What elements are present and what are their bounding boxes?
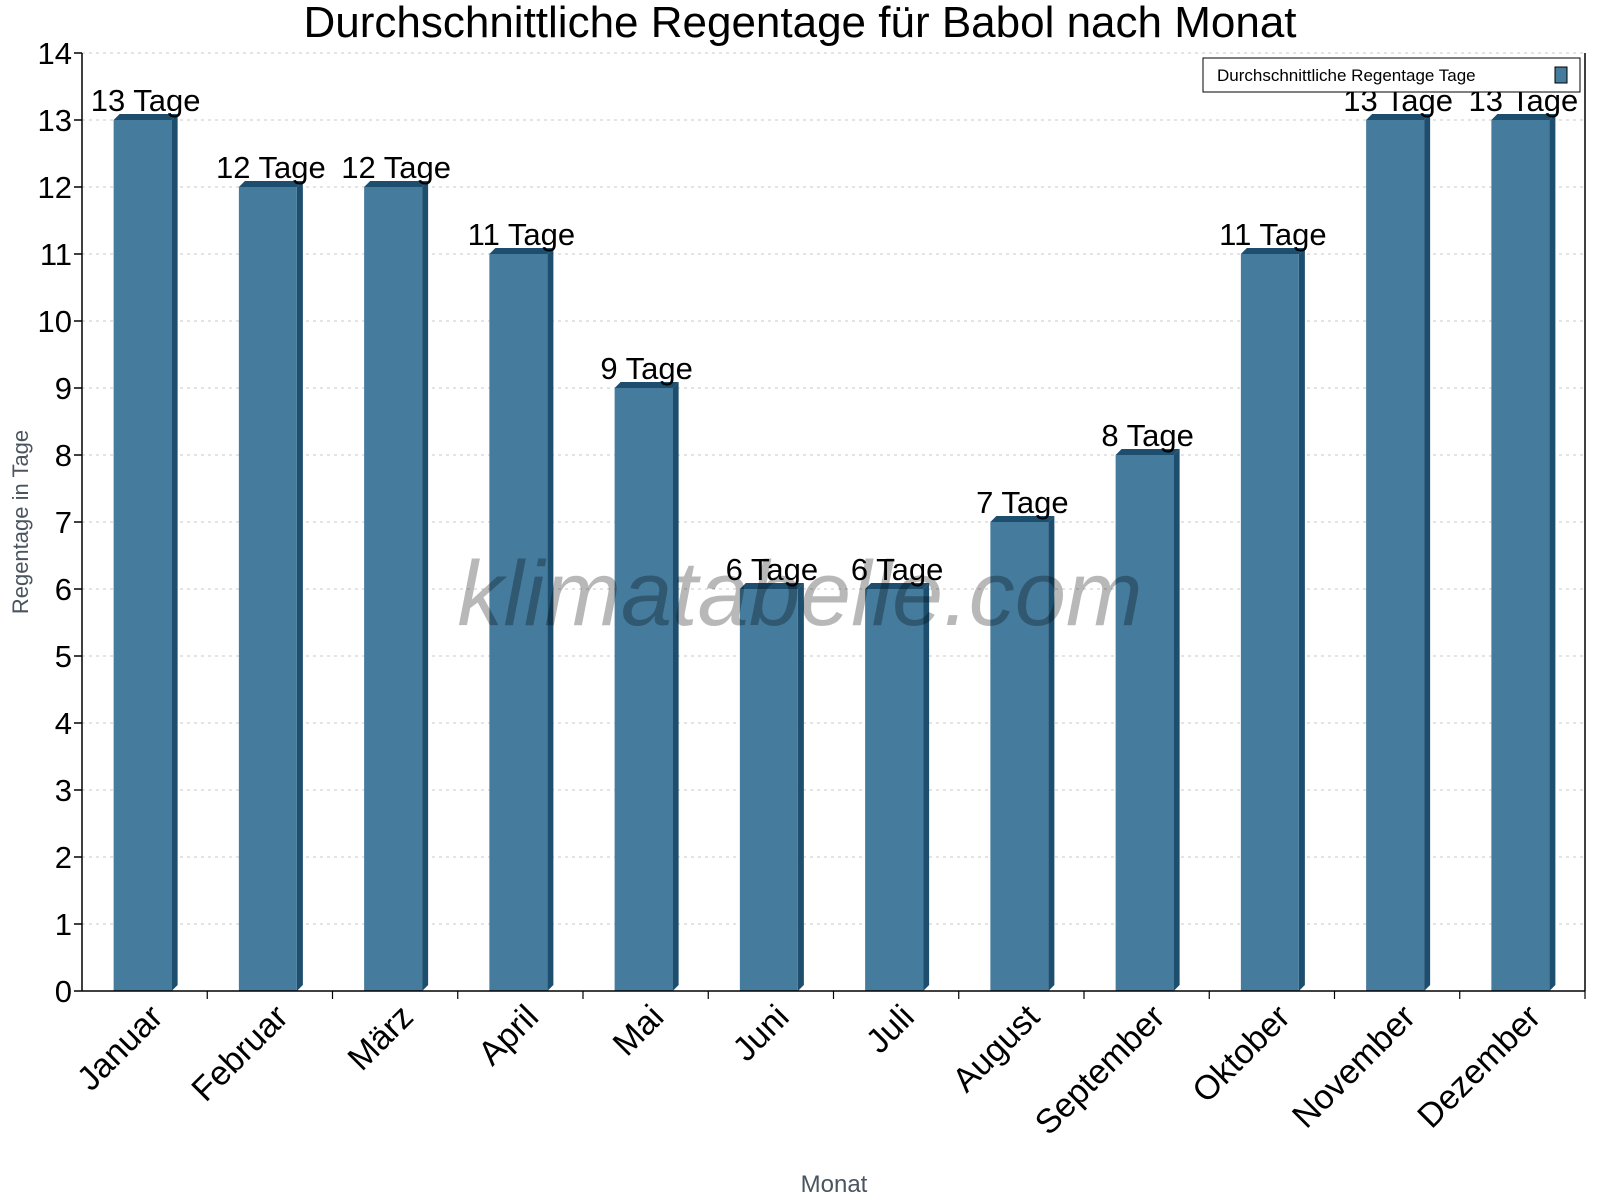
bar-top	[238, 181, 303, 187]
bar-top	[865, 583, 930, 589]
x-axis-label: Monat	[801, 1171, 868, 1198]
data-label: 11 Tage	[468, 217, 575, 252]
data-label: 8 Tage	[1101, 418, 1194, 453]
x-tick-label: Oktober	[1185, 998, 1297, 1110]
bar	[1366, 120, 1425, 991]
data-label: 13 Tage	[91, 83, 201, 118]
x-tick-label: Dezember	[1410, 998, 1548, 1136]
x-tick-label: Juni	[726, 998, 797, 1069]
bar-top	[1115, 449, 1180, 455]
y-tick-label: 9	[55, 371, 72, 406]
y-tick-label: 14	[38, 36, 72, 71]
bar-top	[614, 382, 679, 388]
y-tick-label: 0	[55, 974, 72, 1009]
y-tick-label: 5	[55, 639, 72, 674]
bar-top	[364, 181, 429, 187]
x-tick-label: November	[1285, 998, 1423, 1136]
bar-top	[1240, 248, 1305, 254]
bar-side	[171, 114, 178, 991]
bar-side	[296, 181, 303, 991]
x-tick-label: Juli	[859, 998, 922, 1061]
bar-top	[489, 248, 554, 254]
bar	[489, 254, 548, 991]
bar-top	[1366, 114, 1431, 120]
bar-top	[990, 516, 1055, 522]
legend-label: Durchschnittliche Regentage Tage	[1217, 66, 1476, 85]
y-tick-label: 8	[55, 438, 72, 473]
bar	[238, 187, 297, 991]
bar	[739, 589, 798, 991]
bar-top	[1491, 114, 1556, 120]
bar	[614, 388, 673, 991]
y-tick-label: 12	[38, 170, 72, 205]
bar-side	[672, 382, 679, 991]
data-label: 11 Tage	[1219, 217, 1326, 252]
watermark: klimatabelle.com	[457, 543, 1142, 645]
bar-top	[113, 114, 178, 120]
bar-side	[797, 583, 804, 991]
y-tick-label: 13	[38, 103, 72, 138]
x-tick-label: April	[471, 998, 546, 1073]
x-ticks: Januar Februar März April Mai Juni Juli AugustS…	[70, 991, 1586, 1142]
y-tick-label: 11	[40, 237, 72, 272]
y-tick-label: 2	[55, 840, 72, 875]
bar	[113, 120, 172, 991]
bars	[113, 114, 1556, 991]
y-tick-label: 4	[55, 706, 72, 741]
bar-side	[1298, 248, 1305, 991]
bar-side	[1048, 516, 1055, 991]
bar	[990, 522, 1049, 991]
bar-top	[739, 583, 804, 589]
data-label: 12 Tage	[341, 150, 451, 185]
x-tick-label: März	[340, 998, 420, 1078]
chart-title: Durchschnittliche Regentage für Babol na…	[303, 0, 1296, 47]
bar-side	[1173, 449, 1180, 991]
y-tick-label: 10	[38, 304, 72, 339]
bar	[1491, 120, 1550, 991]
x-tick-label: Januar	[70, 998, 170, 1098]
bar-side	[422, 181, 429, 991]
bar	[865, 589, 924, 991]
data-label: 7 Tage	[976, 485, 1069, 520]
data-label: 6 Tage	[851, 552, 944, 587]
bar-side	[1424, 114, 1431, 991]
legend: Durchschnittliche Regentage Tage	[1202, 57, 1581, 93]
y-tick-label: 1	[55, 907, 72, 942]
bar	[1240, 254, 1299, 991]
y-axis-label: Regentage in Tage	[8, 430, 33, 614]
x-tick-label: Februar	[184, 998, 295, 1109]
x-tick-label: September	[1028, 998, 1172, 1142]
bar	[364, 187, 423, 991]
legend-swatch	[1554, 66, 1568, 84]
y-tick-label: 6	[55, 572, 72, 607]
bar	[1115, 455, 1174, 991]
gridlines	[82, 52, 1585, 925]
y-tick-label: 3	[55, 773, 72, 808]
bar-side	[1549, 114, 1556, 991]
data-label: 12 Tage	[216, 150, 326, 185]
y-tick-label: 7	[55, 505, 72, 540]
bar-side	[923, 583, 930, 991]
x-tick-label: Mai	[606, 998, 672, 1064]
bar-side	[547, 248, 554, 991]
x-tick-label: August	[945, 997, 1047, 1099]
data-labels: 13 Tage 12 Tage 12 Tage 11 Tage 9 Tage 6 Tage…	[91, 83, 1579, 587]
data-label: 6 Tage	[726, 552, 819, 587]
data-label: 9 Tage	[600, 351, 693, 386]
